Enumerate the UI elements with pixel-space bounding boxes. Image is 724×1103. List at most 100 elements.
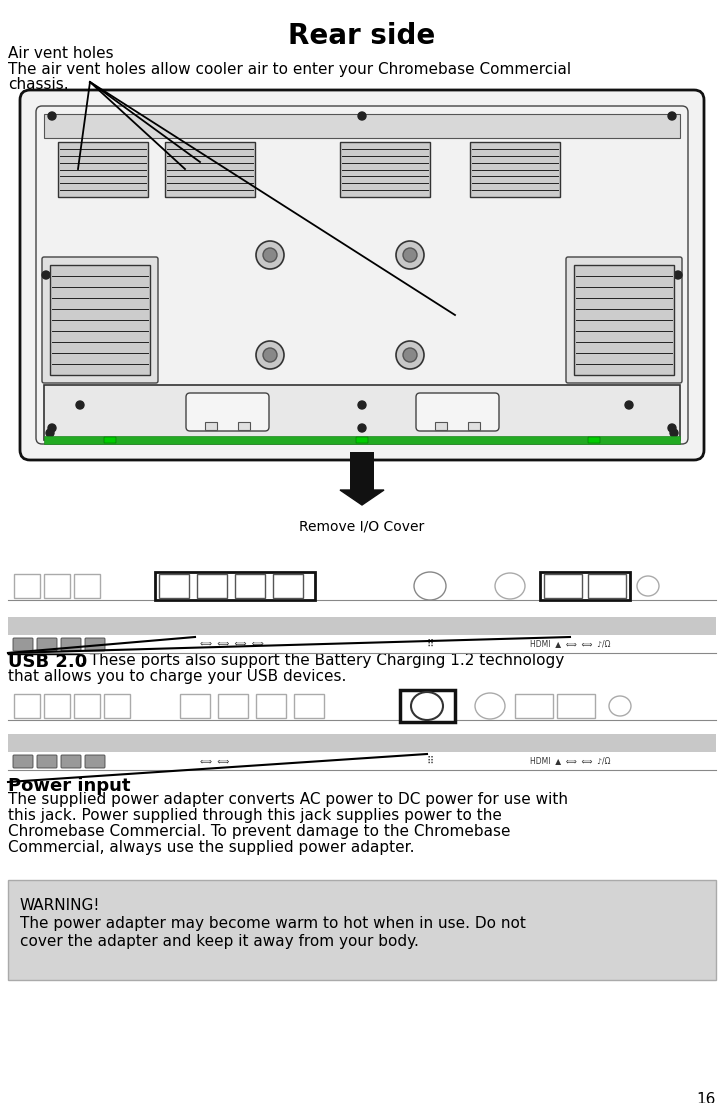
Ellipse shape xyxy=(475,693,505,719)
Bar xyxy=(273,574,303,598)
Text: Rear side: Rear side xyxy=(288,22,436,50)
Text: The power adapter may become warm to hot when in use. Do not: The power adapter may become warm to hot… xyxy=(20,915,526,931)
Text: that allows you to charge your USB devices.: that allows you to charge your USB devic… xyxy=(8,670,346,684)
Bar xyxy=(8,617,716,635)
FancyBboxPatch shape xyxy=(37,638,57,651)
Circle shape xyxy=(263,248,277,263)
Bar xyxy=(340,142,430,197)
Ellipse shape xyxy=(414,572,446,600)
Circle shape xyxy=(668,424,676,432)
Circle shape xyxy=(668,113,676,120)
Text: . These ports also support the Battery Charging 1.2 technology: . These ports also support the Battery C… xyxy=(80,653,564,668)
Text: chassis.: chassis. xyxy=(8,77,69,92)
Text: The air vent holes allow cooler air to enter your Chromebase Commercial: The air vent holes allow cooler air to e… xyxy=(8,62,571,77)
Bar xyxy=(356,437,368,443)
FancyBboxPatch shape xyxy=(13,638,33,651)
FancyBboxPatch shape xyxy=(42,257,158,383)
FancyBboxPatch shape xyxy=(85,754,105,768)
FancyBboxPatch shape xyxy=(20,90,704,460)
Text: The supplied power adapter converts AC power to DC power for use with: The supplied power adapter converts AC p… xyxy=(8,792,568,807)
Text: HDMI  ▲  ⟺  ⟺  ♪/Ω: HDMI ▲ ⟺ ⟺ ♪/Ω xyxy=(530,640,610,649)
Bar xyxy=(588,437,600,443)
Bar xyxy=(159,574,189,598)
Bar xyxy=(180,694,210,718)
Circle shape xyxy=(48,424,56,432)
Text: Air vent holes: Air vent holes xyxy=(8,46,114,61)
Bar xyxy=(544,574,582,598)
Text: Chromebase Commercial. To prevent damage to the Chromebase: Chromebase Commercial. To prevent damage… xyxy=(8,824,510,839)
Circle shape xyxy=(403,248,417,263)
Bar xyxy=(14,574,40,598)
Text: Remove I/O Cover: Remove I/O Cover xyxy=(300,520,424,534)
Bar xyxy=(435,422,447,430)
Bar xyxy=(44,694,70,718)
Polygon shape xyxy=(340,490,384,505)
Bar xyxy=(574,265,674,375)
Circle shape xyxy=(358,424,366,432)
Bar xyxy=(74,574,100,598)
Text: WARNING!: WARNING! xyxy=(20,898,101,913)
Bar xyxy=(8,733,716,752)
Text: ⠿: ⠿ xyxy=(426,756,434,765)
Circle shape xyxy=(42,271,50,279)
Circle shape xyxy=(358,113,366,120)
Circle shape xyxy=(670,429,678,437)
Bar xyxy=(557,694,595,718)
Text: USB 2.0: USB 2.0 xyxy=(8,653,88,671)
Circle shape xyxy=(403,349,417,362)
Text: Commercial, always use the supplied power adapter.: Commercial, always use the supplied powe… xyxy=(8,840,415,855)
FancyBboxPatch shape xyxy=(13,754,33,768)
Bar xyxy=(515,694,553,718)
Bar xyxy=(238,422,250,430)
Text: this jack. Power supplied through this jack supplies power to the: this jack. Power supplied through this j… xyxy=(8,808,502,823)
Bar xyxy=(44,436,680,445)
FancyBboxPatch shape xyxy=(416,393,499,431)
Bar xyxy=(256,694,286,718)
Bar xyxy=(540,572,630,600)
Text: ⠿: ⠿ xyxy=(426,639,434,649)
FancyBboxPatch shape xyxy=(61,754,81,768)
Ellipse shape xyxy=(495,572,525,599)
Bar xyxy=(44,385,680,440)
Bar xyxy=(400,690,455,722)
Bar xyxy=(205,422,217,430)
Circle shape xyxy=(256,341,284,370)
Circle shape xyxy=(396,341,424,370)
FancyBboxPatch shape xyxy=(566,257,682,383)
Circle shape xyxy=(674,271,682,279)
Bar xyxy=(468,422,480,430)
Circle shape xyxy=(76,401,84,409)
Bar xyxy=(50,265,150,375)
Circle shape xyxy=(396,240,424,269)
Bar xyxy=(165,142,255,197)
Ellipse shape xyxy=(609,696,631,716)
Circle shape xyxy=(256,240,284,269)
Text: ⟺  ⟺  ⟺  ⟺: ⟺ ⟺ ⟺ ⟺ xyxy=(200,640,264,649)
Circle shape xyxy=(48,113,56,120)
Text: cover the adapter and keep it away from your body.: cover the adapter and keep it away from … xyxy=(20,934,419,949)
Bar xyxy=(104,437,116,443)
Bar xyxy=(218,694,248,718)
Bar xyxy=(58,142,148,197)
Circle shape xyxy=(625,401,633,409)
FancyBboxPatch shape xyxy=(61,638,81,651)
FancyBboxPatch shape xyxy=(186,393,269,431)
Bar xyxy=(14,694,40,718)
Ellipse shape xyxy=(637,576,659,596)
Text: HDMI  ▲  ⟺  ⟺  ♪/Ω: HDMI ▲ ⟺ ⟺ ♪/Ω xyxy=(530,757,610,765)
Text: 16: 16 xyxy=(696,1092,716,1103)
Bar xyxy=(74,694,100,718)
Ellipse shape xyxy=(411,692,443,720)
FancyBboxPatch shape xyxy=(37,754,57,768)
Text: ⟺  ⟺: ⟺ ⟺ xyxy=(200,757,230,765)
FancyBboxPatch shape xyxy=(8,880,716,979)
Bar xyxy=(294,694,324,718)
Bar xyxy=(588,574,626,598)
Bar xyxy=(197,574,227,598)
Bar xyxy=(104,694,130,718)
Text: Power input: Power input xyxy=(8,777,130,795)
Bar xyxy=(470,142,560,197)
Bar xyxy=(44,114,680,138)
FancyBboxPatch shape xyxy=(85,638,105,651)
Bar xyxy=(350,452,374,492)
